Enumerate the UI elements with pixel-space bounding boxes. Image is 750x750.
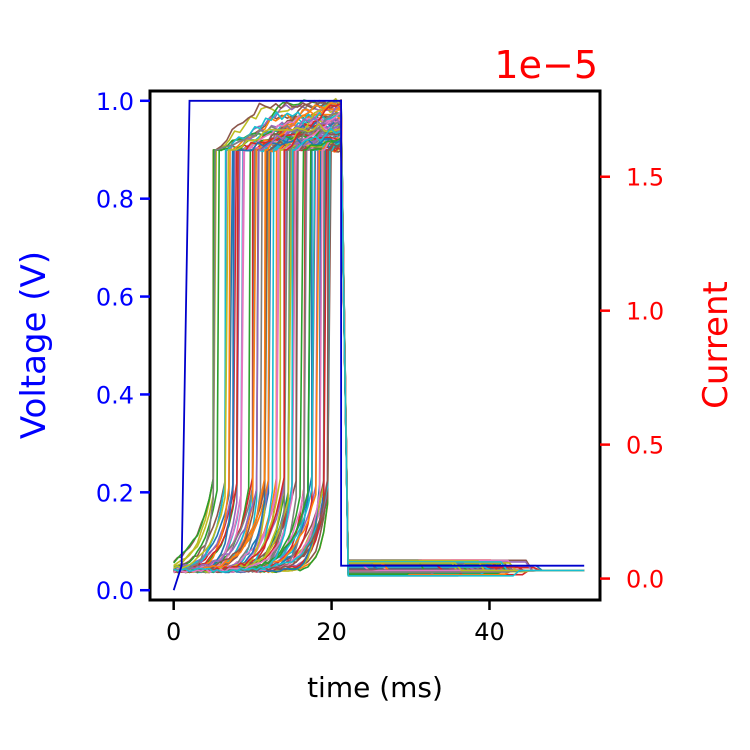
left-y-tick-label: 0.4: [96, 381, 134, 409]
left-y-tick-label: 1.0: [96, 88, 134, 116]
current-traces: [173, 97, 585, 577]
left-y-axis-ticks: 0.0 0.2 0.4 0.6 0.8 1.0: [96, 88, 150, 605]
voltage-series: [172, 99, 585, 591]
left-y-axis-label: Voltage (V): [14, 251, 54, 439]
current-trace-line: [173, 122, 585, 572]
current-trace-line: [173, 127, 585, 577]
right-y-tick-label: 0.0: [626, 566, 664, 594]
current-trace-line: [173, 124, 585, 573]
right-y-tick-label: 1.5: [626, 164, 664, 192]
left-y-tick-label: 0.0: [96, 577, 134, 605]
left-y-tick-label: 0.8: [96, 186, 134, 214]
current-trace-line: [173, 110, 585, 574]
x-axis-ticks: 0 20 40: [166, 600, 505, 646]
right-axis-offset-text: 1e−5: [494, 43, 598, 87]
x-tick-label: 40: [474, 618, 505, 646]
x-axis-label: time (ms): [307, 671, 443, 704]
right-y-tick-label: 0.5: [626, 432, 664, 460]
current-trace-line: [173, 133, 585, 572]
current-trace-line: [173, 112, 585, 573]
voltage-line: [172, 99, 585, 591]
left-y-tick-label: 0.2: [96, 479, 134, 507]
current-trace-line: [173, 115, 585, 573]
right-y-tick-label: 1.0: [626, 298, 664, 326]
plot-frame: [148, 89, 602, 602]
right-y-axis-ticks: 0.0 0.5 1.0 1.5: [600, 164, 664, 594]
x-tick-label: 20: [316, 618, 347, 646]
x-tick-label: 0: [166, 618, 181, 646]
current-trace-line: [173, 116, 585, 573]
right-y-axis-label: Current: [696, 281, 736, 409]
left-y-tick-label: 0.6: [96, 284, 134, 312]
current-trace-line: [173, 124, 585, 572]
current-trace-line: [173, 111, 585, 572]
